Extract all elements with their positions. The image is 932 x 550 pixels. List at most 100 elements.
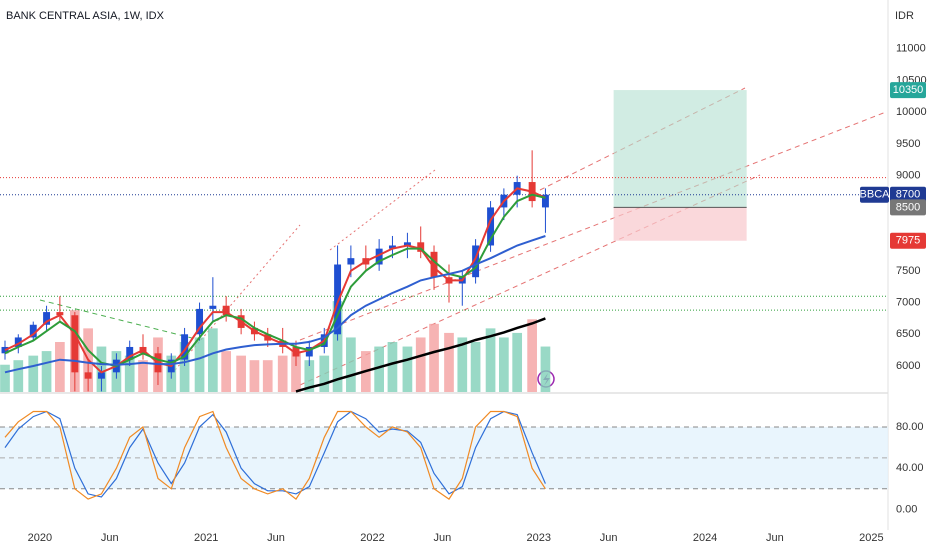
position-profit (613, 90, 747, 208)
last-price-tag-bg (890, 186, 926, 203)
volume-bar (221, 351, 232, 392)
x-tick-label: Jun (267, 532, 285, 544)
y-tick-label: 6500 (896, 328, 920, 340)
volume-bar (540, 346, 551, 392)
candle-body (97, 372, 105, 379)
volume-bar (415, 337, 426, 392)
x-tick-label: 2023 (527, 532, 551, 544)
volume-bar (55, 342, 65, 392)
candle-body (126, 346, 134, 360)
currency-label: IDR (895, 10, 914, 22)
volume-bar (41, 351, 52, 392)
x-tick-label: 2025 (859, 532, 883, 544)
candle-body (472, 245, 480, 278)
volume-bar (374, 346, 384, 392)
volume-bar (208, 328, 218, 392)
volume-bar (277, 355, 288, 392)
volume-bar (291, 351, 301, 392)
volume-bar (138, 360, 148, 392)
y-tick-label: 10000 (896, 106, 927, 118)
x-tick-label: 2020 (28, 532, 52, 544)
candle-body (84, 372, 92, 379)
candle-body (14, 337, 22, 347)
volume-bar (457, 337, 468, 392)
candle-body (43, 312, 51, 325)
y-tick-label: 6000 (896, 360, 920, 372)
y-tick-label: 7000 (896, 296, 920, 308)
candle-body (430, 251, 438, 278)
candle-body (375, 248, 383, 265)
y2-tick-label: 40.00 (896, 462, 924, 474)
volume-bar (332, 301, 343, 392)
volume-bar (28, 355, 39, 392)
y2-tick-label: 0.00 (896, 503, 917, 515)
candle-body (388, 245, 396, 249)
candle-body (56, 312, 64, 316)
candle-body (209, 305, 217, 309)
entry-tag: 8500 (896, 201, 920, 213)
volume-bar (262, 360, 273, 392)
stoch-k-line (4, 410, 546, 500)
candle-body (347, 258, 355, 265)
volume-bar (0, 364, 10, 392)
candle-body (487, 207, 495, 246)
volume-bar (429, 323, 439, 392)
x-tick-label: Jun (101, 532, 119, 544)
y2-tick-label: 80.00 (896, 421, 924, 433)
target-tag-bg (890, 82, 926, 99)
moving-average (4, 187, 546, 374)
x-tick-label: Jun (766, 532, 784, 544)
candle-body (29, 324, 37, 338)
candle-body (334, 264, 342, 335)
y-tick-label: 9000 (896, 170, 920, 182)
y-tick-label: 11000 (896, 43, 926, 55)
last-price-tag: 8700 (896, 189, 920, 201)
volume-bar (13, 360, 24, 392)
volume-bar (304, 360, 315, 392)
target-tag: 10350 (893, 84, 924, 96)
x-tick-label: Jun (600, 532, 618, 544)
moving-average (4, 193, 546, 368)
candle-body (292, 346, 300, 357)
x-tick-label: 2021 (194, 532, 218, 544)
position-loss (613, 207, 747, 241)
trend-line (329, 169, 436, 251)
x-tick-label: Jun (433, 532, 451, 544)
volume-bar (194, 337, 205, 392)
volume-bar (387, 342, 398, 392)
volume-bar (444, 332, 454, 392)
x-tick-label: 2024 (693, 532, 717, 544)
candle-body (222, 305, 230, 316)
volume-bar (402, 346, 413, 392)
volume-bar (470, 342, 481, 392)
chart-title: BANK CENTRAL ASIA, 1W, IDX (6, 10, 165, 22)
trend-line (39, 299, 201, 341)
stop-tag-bg (890, 232, 926, 249)
y-tick-label: 9500 (896, 138, 920, 150)
volume-bar (485, 328, 496, 392)
volume-bar (346, 337, 356, 392)
volume-bar (319, 355, 330, 392)
candle-body (181, 334, 189, 360)
trend-line (299, 111, 887, 341)
stop-tag: 7975 (896, 235, 920, 247)
candle-body (305, 346, 313, 357)
y-tick-label: 7500 (896, 265, 920, 277)
symbol-tag-bg (860, 186, 889, 203)
candle-body (403, 242, 411, 246)
volume-bar (499, 337, 509, 392)
volume-bar (249, 360, 260, 392)
candle-body (71, 315, 79, 373)
volume-bar (179, 342, 190, 392)
x-tick-label: 2022 (360, 532, 384, 544)
moving-average (295, 317, 546, 393)
candle-body (541, 194, 549, 208)
entry-tag-bg (890, 199, 926, 216)
moving-average (4, 235, 546, 374)
candle-body (196, 308, 204, 335)
candle-body (417, 242, 425, 252)
volume-bar (124, 355, 135, 392)
volume-bar (512, 332, 523, 392)
volume-bar (236, 355, 246, 392)
